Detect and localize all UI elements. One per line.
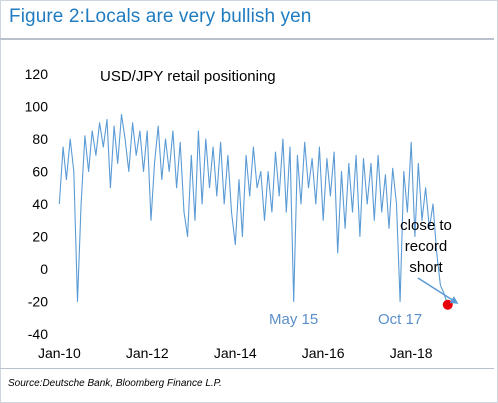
- y-tick-label: 80: [32, 131, 48, 147]
- annotation-label: Oct 17: [378, 311, 422, 328]
- x-tick-label: Jan-18: [390, 345, 433, 361]
- x-tick-label: Jan-14: [214, 345, 257, 361]
- callout-line: record: [405, 238, 448, 255]
- y-tick-label: 40: [32, 196, 48, 212]
- y-tick-label: 120: [25, 66, 49, 82]
- y-tick-label: 0: [40, 261, 48, 277]
- chart-title: USD/JPY retail positioning: [100, 68, 276, 85]
- y-tick-label: -20: [28, 294, 48, 310]
- annotations: May 15 Oct 17: [269, 311, 422, 328]
- callout-close-to-record-short: close to record short: [400, 217, 452, 276]
- x-axis-ticks: Jan-10 Jan-12 Jan-14 Jan-16 Jan-18: [38, 345, 433, 361]
- x-tick-label: Jan-16: [302, 345, 345, 361]
- y-tick-label: 20: [32, 229, 48, 245]
- source-note: Source:Deutsche Bank, Bloomberg Finance …: [8, 378, 222, 389]
- annotation-label: May 15: [269, 311, 318, 328]
- latest-point-marker: [442, 299, 453, 310]
- y-axis-ticks: 120 100 80 60 40 20 0 -20 -40: [25, 66, 49, 342]
- x-tick-label: Jan-12: [126, 345, 169, 361]
- title-rule: [0, 38, 494, 40]
- y-tick-label: 60: [32, 164, 48, 180]
- x-tick-label: Jan-10: [38, 345, 81, 361]
- callout-line: close to: [400, 217, 452, 234]
- series-line-usdjpy: [58, 114, 449, 305]
- source-rule: [0, 368, 494, 369]
- callout-line: short: [409, 259, 443, 276]
- y-tick-label: 100: [25, 99, 49, 115]
- y-tick-label: -40: [28, 326, 48, 342]
- callout-arrow: [417, 277, 459, 304]
- figure-title: Figure 2:Locals are very bullish yen: [9, 6, 312, 27]
